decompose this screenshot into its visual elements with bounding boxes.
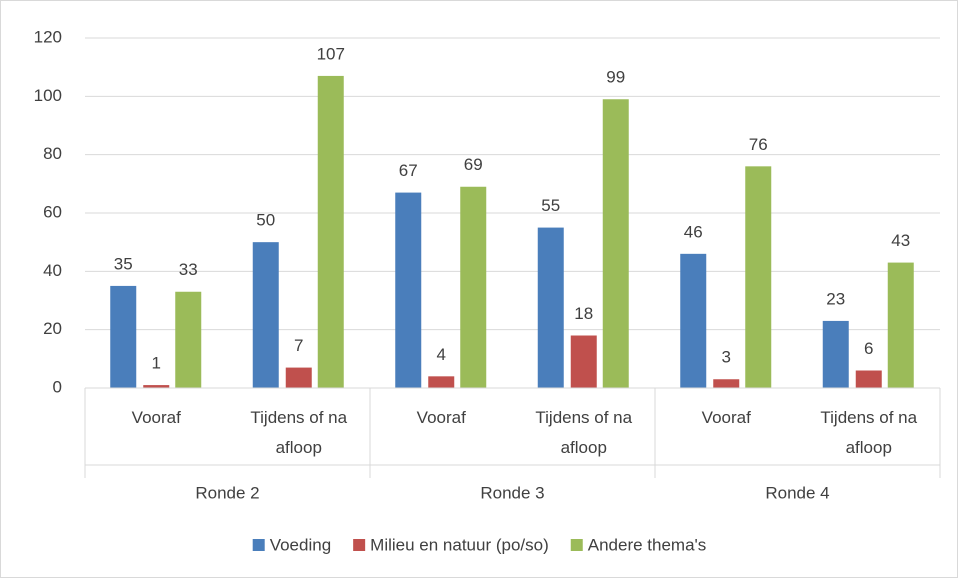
data-label: 107 bbox=[317, 44, 345, 63]
legend-swatch bbox=[252, 539, 265, 551]
bar bbox=[252, 242, 279, 388]
group-label: Ronde 4 bbox=[765, 483, 829, 502]
bar bbox=[110, 285, 137, 388]
legend-swatch bbox=[353, 539, 366, 551]
bar bbox=[602, 99, 629, 388]
x-tick-label: Vooraf bbox=[701, 408, 751, 427]
bar bbox=[680, 253, 707, 388]
y-tick-label: 120 bbox=[34, 27, 62, 46]
legend-label: Milieu en natuur (po/so) bbox=[370, 535, 549, 554]
data-label: 35 bbox=[114, 254, 133, 273]
bar bbox=[285, 367, 312, 388]
legend-swatch bbox=[570, 539, 583, 551]
bar bbox=[537, 227, 564, 388]
x-tick-label: Vooraf bbox=[131, 408, 181, 427]
data-label: 3 bbox=[722, 348, 731, 367]
bar bbox=[713, 379, 740, 388]
x-tick-label: Vooraf bbox=[416, 408, 466, 427]
data-label: 43 bbox=[891, 231, 910, 250]
x-tick-label: Tijdens of na afloop bbox=[250, 408, 348, 457]
bar bbox=[175, 291, 202, 388]
data-label: 7 bbox=[294, 336, 303, 355]
y-tick-label: 100 bbox=[34, 86, 62, 105]
legend-label: Andere thema's bbox=[588, 535, 707, 554]
y-tick-label: 40 bbox=[43, 261, 62, 280]
data-label: 55 bbox=[541, 196, 560, 215]
x-tick-label: Tijdens of na afloop bbox=[535, 408, 633, 457]
data-label: 46 bbox=[684, 222, 703, 241]
data-label: 23 bbox=[826, 289, 845, 308]
bar bbox=[395, 192, 422, 388]
x-tick-label: Tijdens of na afloop bbox=[535, 408, 633, 457]
data-label: 67 bbox=[399, 161, 418, 180]
x-tick-label: Tijdens of na afloop bbox=[820, 408, 918, 457]
bar bbox=[317, 75, 344, 389]
data-label: 76 bbox=[749, 135, 768, 154]
y-tick-label: 80 bbox=[43, 144, 62, 163]
data-label: 1 bbox=[152, 354, 161, 373]
data-label: 4 bbox=[437, 345, 446, 364]
x-tick-label: Tijdens of na afloop bbox=[250, 408, 348, 457]
bar bbox=[570, 335, 597, 388]
bar bbox=[745, 166, 772, 388]
data-label: 69 bbox=[464, 155, 483, 174]
legend: Voeding Milieu en natuur (po/so) Andere th… bbox=[252, 535, 707, 554]
data-label: 18 bbox=[574, 304, 593, 323]
y-tick-label: 60 bbox=[43, 202, 62, 221]
bar bbox=[143, 385, 170, 388]
bar bbox=[428, 376, 455, 388]
bar bbox=[822, 320, 849, 388]
x-tick-label: Vooraf bbox=[131, 408, 181, 427]
data-label: 6 bbox=[864, 339, 873, 358]
bar bbox=[855, 370, 882, 388]
data-label: 50 bbox=[256, 211, 275, 230]
data-label: 99 bbox=[606, 68, 625, 87]
legend-label: Voeding bbox=[270, 535, 331, 554]
group-label: Ronde 3 bbox=[480, 483, 544, 502]
x-tick-label: Vooraf bbox=[416, 408, 466, 427]
y-tick-label: 20 bbox=[43, 319, 62, 338]
data-label: 33 bbox=[179, 260, 198, 279]
bar bbox=[460, 186, 487, 388]
y-tick-label: 0 bbox=[53, 377, 62, 396]
x-tick-label: Tijdens of na afloop bbox=[820, 408, 918, 457]
bar bbox=[887, 262, 914, 388]
x-tick-label: Vooraf bbox=[701, 408, 751, 427]
group-label: Ronde 2 bbox=[195, 483, 259, 502]
